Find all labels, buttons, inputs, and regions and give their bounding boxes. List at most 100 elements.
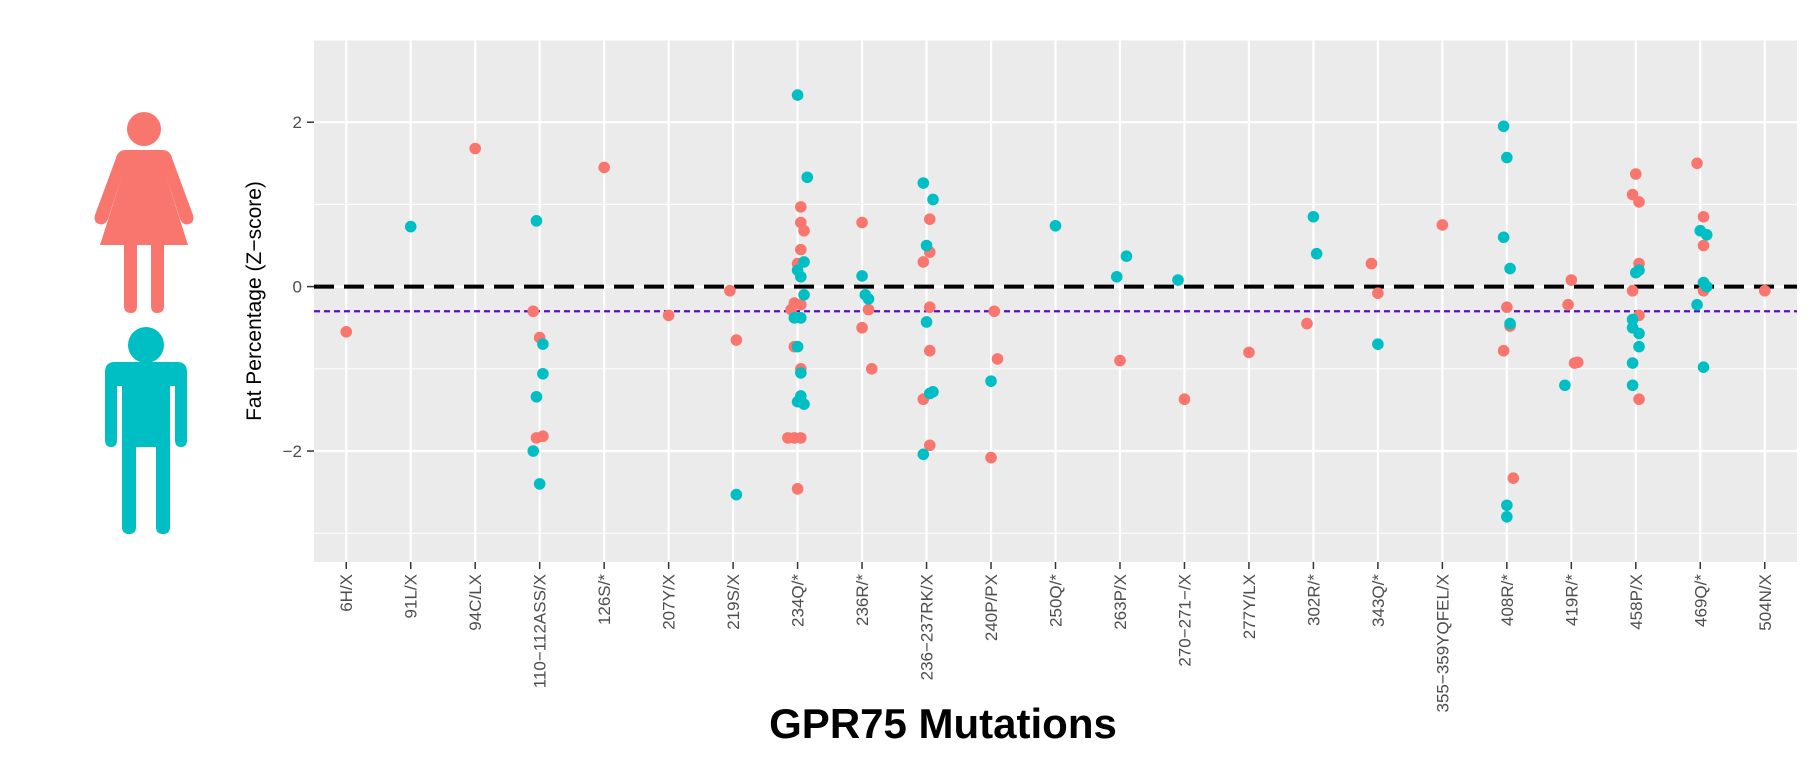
female-point xyxy=(923,344,936,357)
female-point xyxy=(1436,219,1449,231)
x-axis: 6H/X 91L/X 94C/LX 110−112ASS/X 126S/* 207Y/X 2… xyxy=(337,562,1775,712)
male-point xyxy=(923,387,936,400)
male-point xyxy=(985,375,997,387)
female-point xyxy=(1562,298,1574,311)
female-point xyxy=(795,201,807,213)
male-icon xyxy=(105,327,187,534)
female-point xyxy=(1507,472,1520,484)
x-tick-label: 207Y/X xyxy=(660,574,679,630)
male-point xyxy=(1372,338,1384,350)
female-point xyxy=(537,430,549,443)
male-point xyxy=(795,312,807,324)
male-point xyxy=(1120,250,1133,262)
male-point xyxy=(1626,357,1639,369)
male-point xyxy=(533,478,546,490)
x-tick-label: 408R/* xyxy=(1498,574,1517,626)
female-point xyxy=(1697,210,1710,223)
male-point xyxy=(1497,120,1510,133)
male-point xyxy=(537,338,549,350)
male-point xyxy=(856,270,868,282)
male-point xyxy=(1049,219,1062,232)
male-point xyxy=(1700,229,1713,241)
male-point xyxy=(920,239,933,252)
x-tick-label: 219S/X xyxy=(724,574,743,630)
male-point xyxy=(917,177,930,189)
female-point xyxy=(1372,287,1384,299)
male-point xyxy=(791,340,804,353)
female-point xyxy=(1758,284,1771,297)
male-point xyxy=(1310,247,1323,260)
reference-lines xyxy=(314,284,1797,313)
y-tick-label: 2 xyxy=(293,113,302,132)
male-point xyxy=(798,256,810,268)
male-point xyxy=(927,193,939,206)
y-axis-title: Fat Percentage (Z−score) xyxy=(243,181,266,421)
male-point xyxy=(1501,499,1513,512)
x-tick-label: 504N/X xyxy=(1756,574,1775,631)
female-point xyxy=(1626,284,1639,297)
female-point xyxy=(1633,393,1645,406)
male-point xyxy=(1700,280,1713,293)
female-point xyxy=(1301,317,1313,330)
female-point xyxy=(798,224,810,237)
female-point xyxy=(1497,344,1510,357)
female-point xyxy=(1114,354,1126,367)
chart-title: GPR75 Mutations xyxy=(769,700,1117,747)
male-point xyxy=(1110,270,1123,283)
female-point xyxy=(791,483,804,495)
male-point xyxy=(730,488,743,501)
x-tick-label: 236R/* xyxy=(853,574,872,626)
female-point xyxy=(662,309,675,322)
female-point xyxy=(1565,274,1578,286)
male-point xyxy=(1172,274,1184,286)
female-point xyxy=(862,303,875,316)
female-point xyxy=(1365,257,1378,270)
male-point xyxy=(1626,313,1639,326)
male-point xyxy=(801,171,814,184)
x-tick-label: 302R/* xyxy=(1304,574,1323,626)
male-point xyxy=(1504,317,1516,330)
male-point xyxy=(862,293,875,305)
male-point xyxy=(1559,379,1571,392)
female-point xyxy=(1697,239,1710,252)
x-tick-label: 240P/PX xyxy=(982,574,1001,641)
x-tick-label: 458P/X xyxy=(1627,574,1646,630)
female-point xyxy=(988,305,1001,318)
x-tick-label: 263P/X xyxy=(1111,574,1130,630)
male-point xyxy=(795,270,807,283)
female-point xyxy=(795,298,807,311)
male-point xyxy=(798,289,810,301)
y-tick-label: −2 xyxy=(283,442,302,461)
female-point xyxy=(991,353,1004,365)
y-axis: −2 0 2 xyxy=(283,113,314,461)
x-tick-label: 270−271−/X xyxy=(1175,574,1194,667)
male-point xyxy=(1697,361,1710,373)
male-point xyxy=(1497,231,1510,244)
female-point xyxy=(1178,393,1191,406)
female-point xyxy=(730,334,743,346)
female-icon xyxy=(94,112,194,313)
female-point xyxy=(1691,157,1703,170)
male-point xyxy=(1633,327,1645,340)
female-point xyxy=(1501,301,1513,313)
female-point xyxy=(865,363,878,375)
female-point xyxy=(1633,196,1645,208)
male-point xyxy=(537,367,549,380)
x-tick-label: 469Q/* xyxy=(1691,574,1710,627)
x-tick-label: 6H/X xyxy=(337,574,356,612)
female-point xyxy=(856,216,868,229)
male-point xyxy=(798,398,810,410)
x-tick-label: 234Q/* xyxy=(789,574,808,627)
female-point xyxy=(795,243,807,256)
female-point xyxy=(985,451,997,464)
female-point xyxy=(795,432,807,444)
female-point xyxy=(923,301,936,313)
x-tick-label: 250Q/* xyxy=(1047,574,1066,627)
data-points xyxy=(340,89,1771,523)
female-point xyxy=(340,326,353,338)
female-point xyxy=(598,161,610,174)
male-point xyxy=(917,448,930,461)
male-point xyxy=(530,390,543,403)
male-point xyxy=(1307,210,1320,223)
